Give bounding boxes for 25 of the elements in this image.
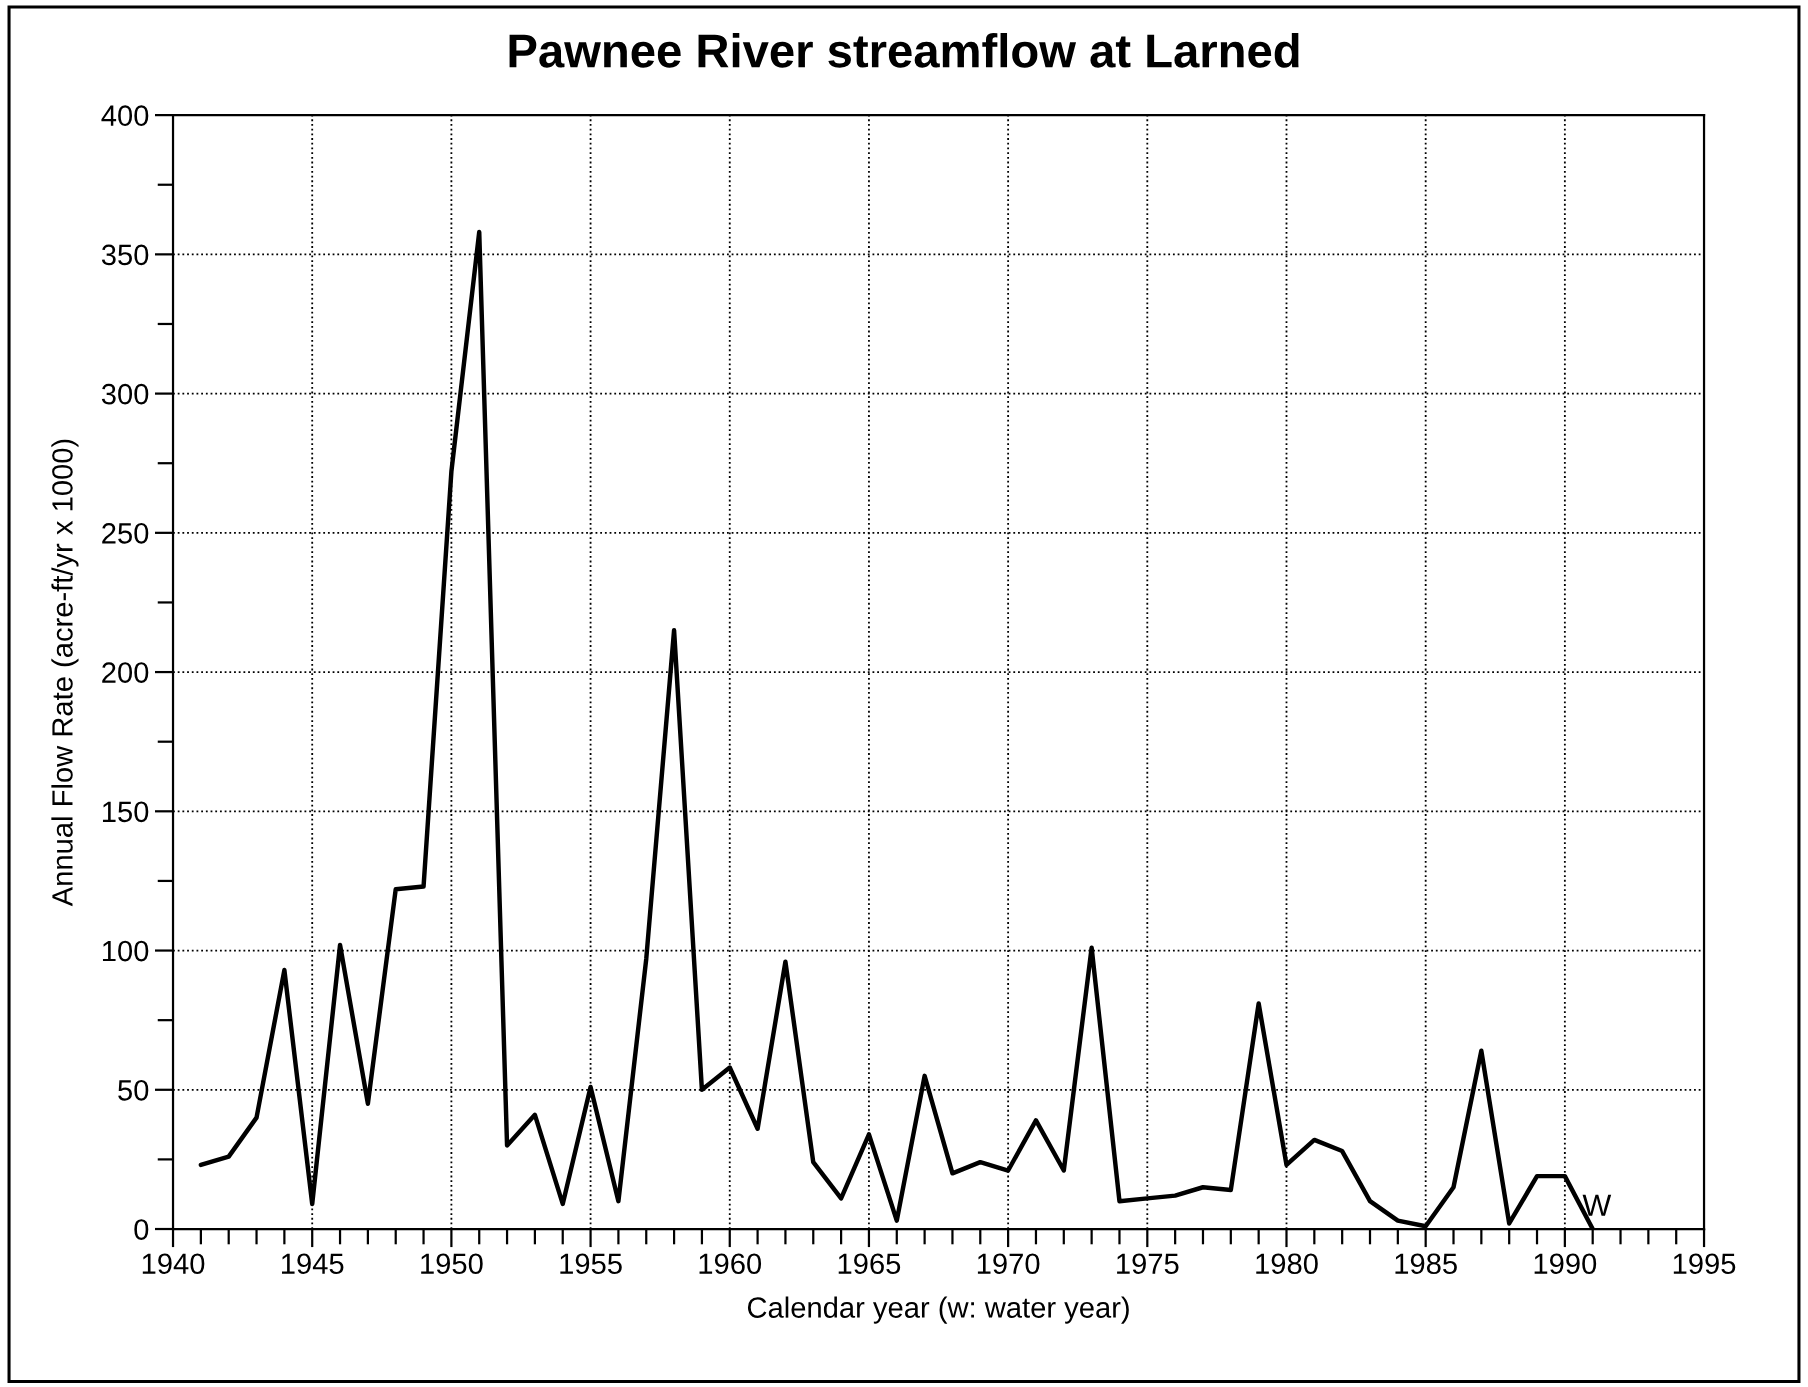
x-tick-label: 1975 bbox=[1117, 1253, 1179, 1275]
x-tick-label: 1985 bbox=[1395, 1253, 1457, 1275]
annotation: W bbox=[1582, 1194, 1612, 1216]
y-tick-label: 400 bbox=[101, 105, 149, 126]
y-tick-label: 150 bbox=[102, 801, 149, 823]
x-tick-label: 1955 bbox=[560, 1253, 622, 1275]
x-tick-label: 1940 bbox=[142, 1253, 205, 1275]
x-tick-label: 1990 bbox=[1534, 1253, 1597, 1275]
y-axis-title: Annual Flow Rate (acre-ft/yr x 1000) bbox=[51, 439, 79, 907]
y-tick-label: 200 bbox=[102, 662, 149, 683]
x-tick-label: 1970 bbox=[977, 1253, 1040, 1275]
x-tick-label: 1945 bbox=[281, 1253, 344, 1275]
x-tick-label: 1960 bbox=[699, 1253, 762, 1275]
chart-title: Pawnee River streamflow at Larned bbox=[509, 32, 1299, 68]
y-tick-label: 300 bbox=[101, 383, 149, 405]
x-tick-label: 1980 bbox=[1256, 1253, 1318, 1275]
x-axis-title: Calendar year (w: water year) bbox=[747, 1296, 1129, 1324]
y-tick-label: 100 bbox=[102, 940, 149, 962]
x-tick-label: 1995 bbox=[1673, 1253, 1736, 1275]
x-tick-label: 1950 bbox=[421, 1253, 483, 1275]
y-tick-label: 250 bbox=[102, 523, 149, 544]
y-tick-label: 0 bbox=[134, 1219, 149, 1240]
y-tick-label: 50 bbox=[118, 1079, 149, 1101]
y-tick-label: 350 bbox=[101, 244, 149, 266]
x-tick-label: 1965 bbox=[838, 1253, 901, 1275]
